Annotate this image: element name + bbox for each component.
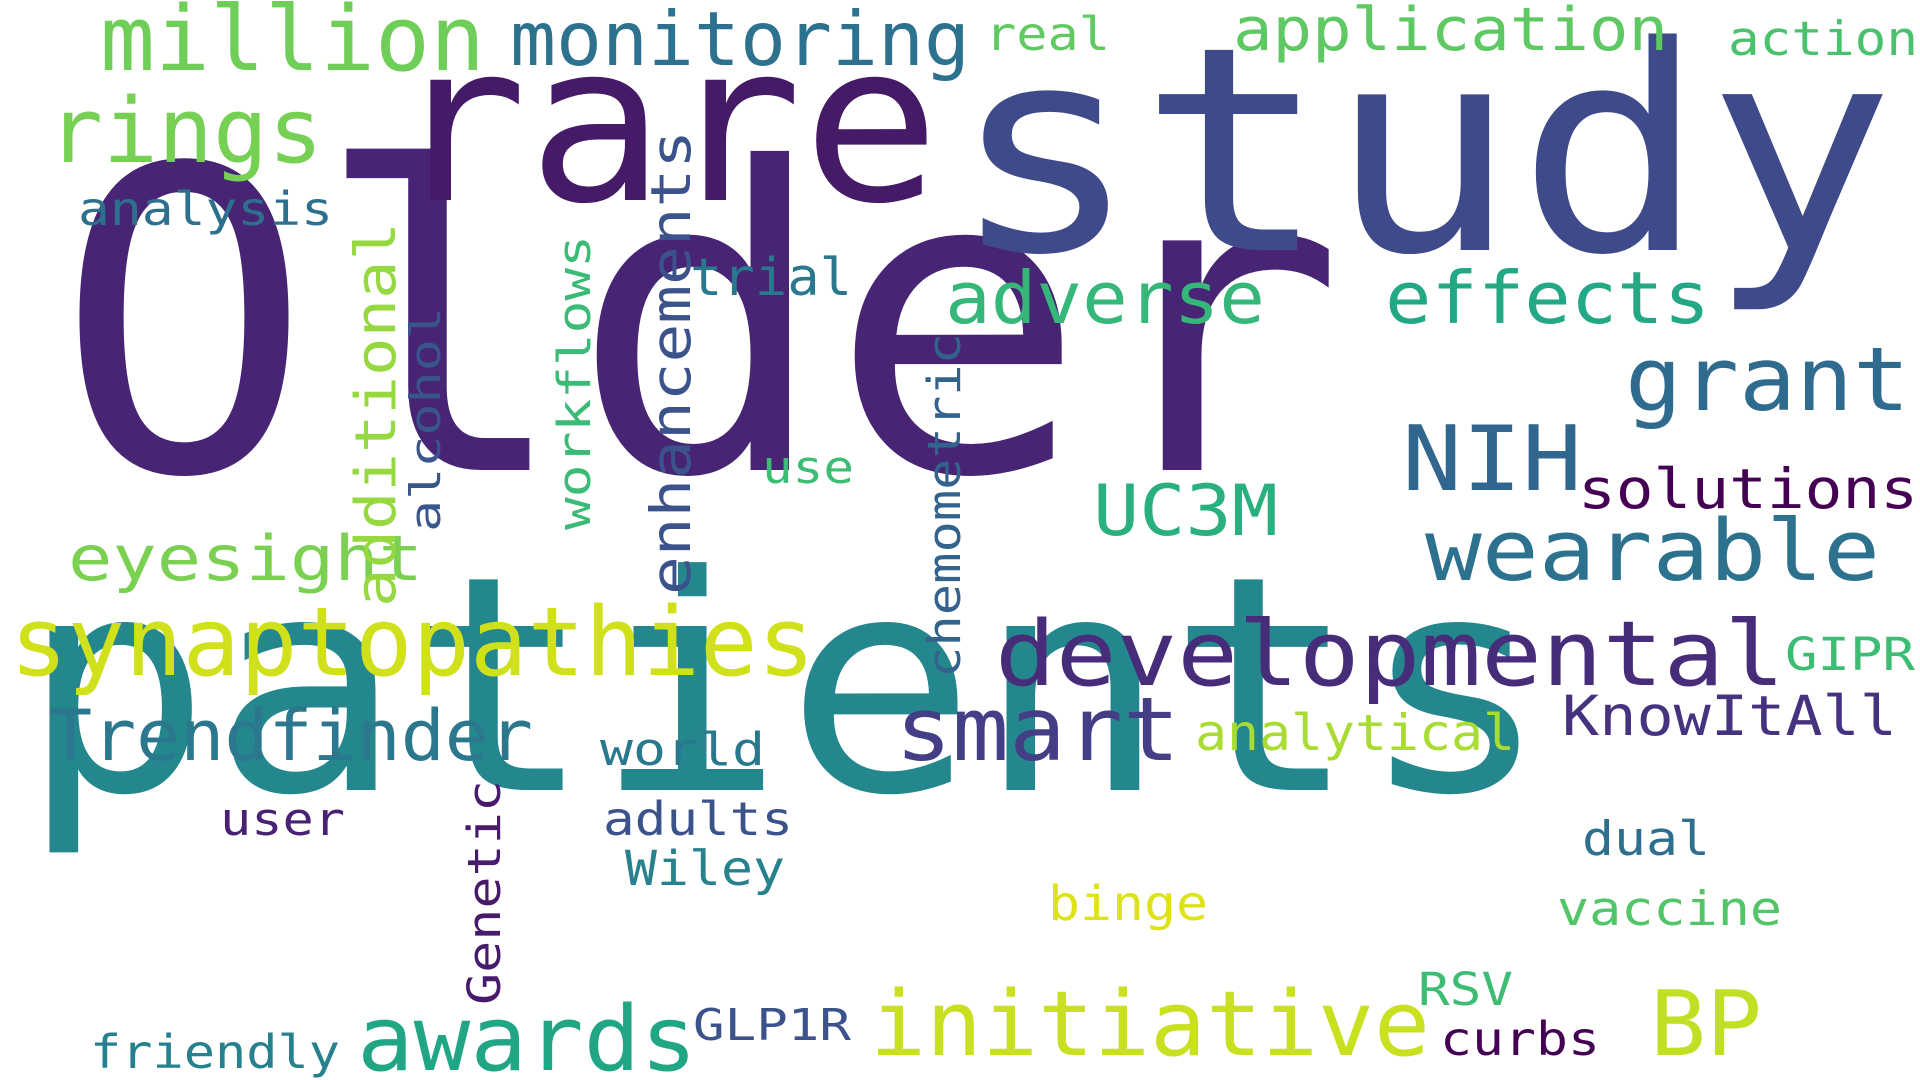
word-developmental: developmental	[995, 602, 1785, 707]
word-synaptopathies: synaptopathies	[10, 588, 815, 698]
word-effects: effects	[1385, 256, 1710, 340]
word-glp1r: GLP1R	[693, 1000, 852, 1051]
word-gipr: GIPR	[1785, 628, 1916, 681]
word-bp: BP	[1650, 972, 1762, 1077]
word-genetic: Genetic	[458, 780, 511, 1005]
word-alcohol: alcohol	[401, 307, 450, 532]
word-world: world	[600, 723, 765, 776]
word-smart: smart	[895, 678, 1180, 781]
word-dual: dual	[1582, 812, 1710, 867]
word-solutions: solutions	[1578, 457, 1918, 521]
word-grant: grant	[1625, 328, 1910, 431]
word-older: Older	[55, 81, 1345, 570]
word-enhancements: enhancements	[639, 130, 703, 595]
word-knowitall: KnowItAll	[1562, 684, 1897, 748]
word-use: use	[762, 441, 854, 494]
word-analysis: analysis	[78, 182, 333, 236]
word-wearable: wearable	[1425, 502, 1880, 601]
word-awards: awards	[357, 987, 697, 1080]
word-nih: NIH	[1402, 407, 1582, 512]
word-monitoring: monitoring	[510, 0, 970, 83]
word-adverse: adverse	[945, 256, 1265, 340]
word-additional: additional	[344, 222, 409, 607]
word-rings: rings	[48, 79, 323, 184]
word-trendfinder: Trendfinder	[48, 695, 533, 777]
word-analytical: analytical	[1195, 704, 1515, 762]
word-chemometric: chemometric	[918, 333, 971, 678]
word-patients: patients	[20, 512, 1550, 861]
word-eyesight: eyesight	[68, 522, 423, 595]
word-million: million	[100, 0, 485, 92]
word-initiative: initiative	[870, 972, 1430, 1077]
word-rsv: RSV	[1418, 963, 1513, 1016]
word-real: real	[985, 7, 1110, 61]
word-action: action	[1728, 12, 1918, 67]
word-workflows: workflows	[548, 235, 601, 530]
word-user: user	[220, 793, 345, 846]
word-vaccine: vaccine	[1557, 882, 1782, 937]
word-wiley: Wiley	[625, 841, 785, 897]
word-adults: adults	[603, 792, 793, 846]
word-rare: rare	[390, 0, 940, 252]
word-trial: trial	[690, 248, 852, 308]
word-study: study	[950, 0, 1895, 318]
word-friendly: friendly	[90, 1025, 340, 1079]
word-binge: binge	[1048, 876, 1208, 932]
word-curbs: curbs	[1440, 1012, 1600, 1066]
word-uc3m: UC3M	[1093, 470, 1278, 552]
word-application: application	[1233, 0, 1668, 65]
